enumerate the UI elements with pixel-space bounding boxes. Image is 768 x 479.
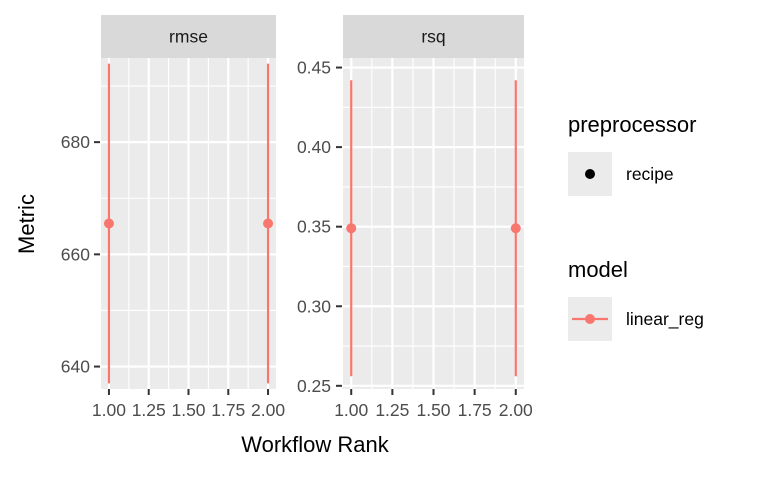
data-point <box>263 218 274 229</box>
data-point <box>346 223 357 234</box>
legend-title: model <box>568 257 628 282</box>
y-tick-label: 640 <box>61 357 90 377</box>
legend-label: linear_reg <box>626 309 704 330</box>
legend-point <box>585 169 595 179</box>
x-tick-label: 1.75 <box>211 400 245 420</box>
y-tick-label: 660 <box>61 244 90 264</box>
legend-group-model: model linear_reg <box>568 257 704 341</box>
x-tick-label: 1.50 <box>416 400 450 420</box>
strip-label-rmse: rmse <box>169 27 208 47</box>
facet-rsq: rsq 0.25 0.30 0.35 0.40 0.45 1.00 1.25 1.50 1.75 2… <box>297 15 533 420</box>
y-tick-label: 0.40 <box>297 137 331 157</box>
legend: preprocessor recipe model linear_reg <box>568 112 704 341</box>
strip-rmse <box>101 15 276 58</box>
data-point <box>103 218 114 229</box>
y-tick-label: 0.30 <box>297 296 331 316</box>
x-axis-title: Workflow Rank <box>241 432 390 457</box>
x-tick-label: 1.50 <box>171 400 205 420</box>
y-tick-label: 0.45 <box>297 58 331 78</box>
x-tick-label: 1.75 <box>458 400 492 420</box>
y-axis-title: Metric <box>14 194 39 254</box>
x-tick-label: 2.00 <box>499 400 533 420</box>
x-tick-label: 1.25 <box>375 400 409 420</box>
x-tick-label: 2.00 <box>251 400 285 420</box>
y-tick-label: 0.25 <box>297 376 331 396</box>
data-point <box>510 223 521 234</box>
x-tick-label: 1.00 <box>334 400 368 420</box>
strip-rsq <box>343 15 524 58</box>
legend-group-preprocessor: preprocessor recipe <box>568 112 696 196</box>
x-tick-label: 1.00 <box>92 400 126 420</box>
legend-point <box>585 314 595 324</box>
facet-rmse: rmse 640 660 680 1.00 1.25 1.50 1.75 2.00 <box>61 15 285 420</box>
x-tick-label: 1.25 <box>132 400 166 420</box>
strip-label-rsq: rsq <box>421 27 445 47</box>
legend-title: preprocessor <box>568 112 696 137</box>
y-tick-label: 680 <box>61 132 90 152</box>
y-tick-label: 0.35 <box>297 217 331 237</box>
legend-label: recipe <box>626 164 674 184</box>
